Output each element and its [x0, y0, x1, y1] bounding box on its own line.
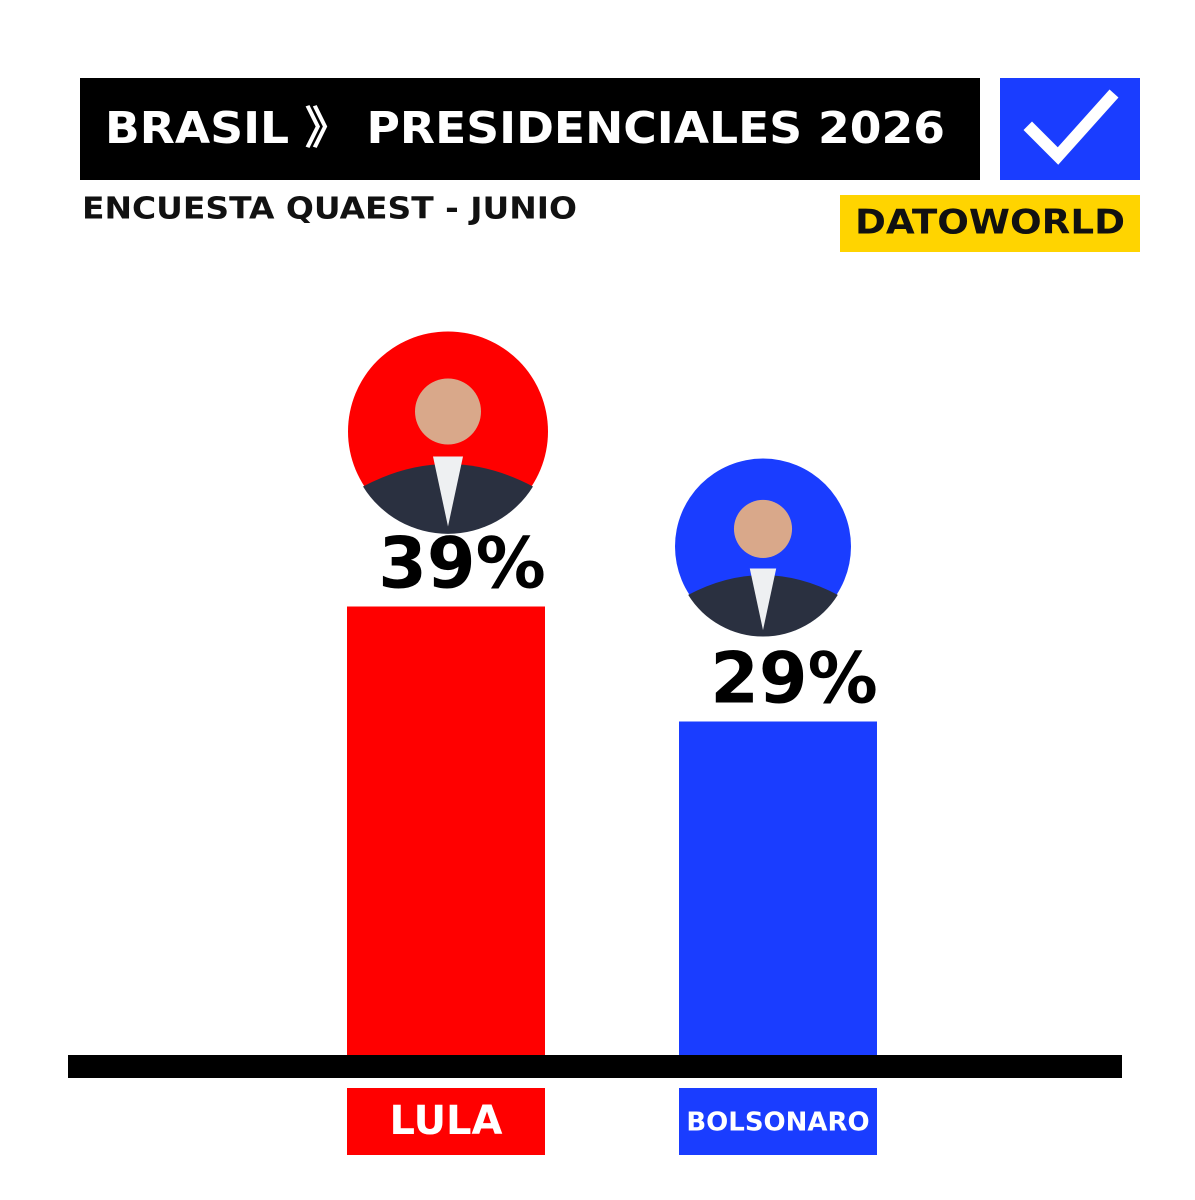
- portrait-shirt: [433, 456, 463, 527]
- bar: [347, 606, 545, 1055]
- title-box: [80, 78, 980, 180]
- portrait-head: [733, 499, 793, 558]
- bar: [679, 721, 877, 1055]
- x-tick-label: BOLSONARO: [686, 1108, 869, 1138]
- baseline: [68, 1055, 1122, 1078]
- brand-label: DATOWORLD: [855, 203, 1125, 243]
- value-label: 29%: [710, 638, 878, 720]
- category-box: [347, 1088, 545, 1155]
- check-box: [1000, 78, 1140, 180]
- value-label: 39%: [378, 523, 546, 605]
- portrait-shirt: [749, 568, 777, 631]
- x-tick-label: LULA: [390, 1098, 503, 1144]
- check-icon: [1023, 89, 1119, 165]
- chart-title: BRASIL 》 PRESIDENCIALES 2026: [105, 103, 945, 154]
- category-box: [679, 1088, 877, 1155]
- portrait-head: [415, 378, 481, 445]
- chart-subtitle: ENCUESTA QUAEST - JUNIO: [82, 192, 577, 227]
- brand-box: [840, 195, 1140, 252]
